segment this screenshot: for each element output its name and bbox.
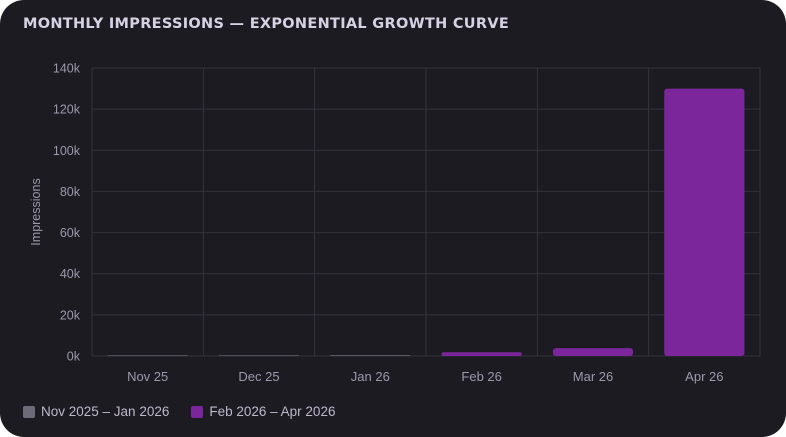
y-axis-label: Impressions	[29, 178, 43, 245]
x-tick-label: Jan 26	[351, 369, 390, 384]
bar-feb-26[interactable]	[441, 352, 522, 356]
x-tick-label: Nov 25	[127, 369, 168, 384]
y-tick-label: 140k	[53, 62, 81, 76]
y-tick-label: 60k	[60, 226, 81, 240]
x-axis-ticks: Nov 25 Dec 25 Jan 26 Feb 26 Mar 26 Apr 26	[127, 369, 723, 384]
y-tick-label: 20k	[60, 308, 81, 322]
legend-swatch	[191, 405, 204, 418]
legend-item-early[interactable]: Nov 2025 – Jan 2026	[23, 404, 169, 419]
y-tick-label: 40k	[60, 267, 81, 281]
grid	[91, 67, 761, 357]
bar-nov-25[interactable]	[107, 355, 188, 356]
y-tick-label: 80k	[60, 185, 81, 199]
legend-label: Nov 2025 – Jan 2026	[41, 404, 170, 419]
y-tick-label: 0k	[67, 350, 81, 364]
x-tick-label: Feb 26	[461, 369, 501, 384]
bar-jan-26[interactable]	[330, 355, 411, 356]
bar-dec-25[interactable]	[218, 355, 300, 356]
x-tick-label: Mar 26	[573, 369, 613, 384]
y-axis-ticks: 0k 20k 40k 60k 80k 100k 120k 140k	[53, 62, 81, 364]
x-tick-label: Dec 25	[238, 369, 279, 384]
bar-apr-26[interactable]	[664, 88, 745, 357]
legend-swatch	[23, 405, 35, 418]
y-tick-label: 100k	[53, 144, 81, 158]
bars	[107, 88, 745, 357]
x-tick-label: Apr 26	[685, 369, 723, 384]
y-tick-label: 120k	[53, 103, 81, 117]
bar-mar-26[interactable]	[552, 348, 634, 356]
legend-label: Feb 2026 – Apr 2026	[209, 404, 336, 419]
chart-title: MONTHLY IMPRESSIONS — EXPONENTIAL GROWTH…	[23, 16, 510, 32]
legend-item-late[interactable]: Feb 2026 – Apr 2026	[191, 404, 335, 419]
legend: Nov 2025 – Jan 2026 Feb 2026 – Apr 2026	[23, 404, 335, 419]
